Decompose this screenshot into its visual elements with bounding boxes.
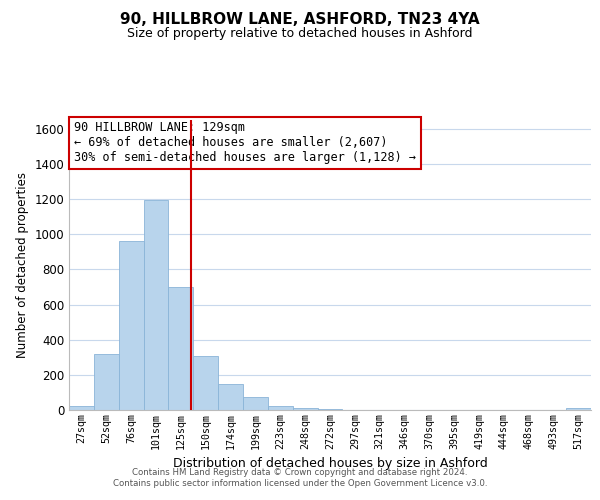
Bar bbox=[218, 384, 243, 410]
Bar bbox=[143, 200, 169, 410]
Text: 90 HILLBROW LANE: 129sqm
← 69% of detached houses are smaller (2,607)
30% of sem: 90 HILLBROW LANE: 129sqm ← 69% of detach… bbox=[74, 122, 416, 164]
Y-axis label: Number of detached properties: Number of detached properties bbox=[16, 172, 29, 358]
Bar bbox=[293, 408, 317, 410]
Text: 90, HILLBROW LANE, ASHFORD, TN23 4YA: 90, HILLBROW LANE, ASHFORD, TN23 4YA bbox=[120, 12, 480, 28]
Bar bbox=[94, 354, 119, 410]
X-axis label: Distribution of detached houses by size in Ashford: Distribution of detached houses by size … bbox=[173, 457, 487, 470]
Bar bbox=[268, 406, 293, 410]
Text: Size of property relative to detached houses in Ashford: Size of property relative to detached ho… bbox=[127, 28, 473, 40]
Text: Contains HM Land Registry data © Crown copyright and database right 2024.
Contai: Contains HM Land Registry data © Crown c… bbox=[113, 468, 487, 487]
Bar bbox=[119, 242, 143, 410]
Bar bbox=[69, 406, 94, 410]
Bar bbox=[566, 408, 591, 410]
Bar bbox=[169, 287, 193, 410]
Bar bbox=[243, 397, 268, 410]
Bar bbox=[317, 409, 343, 410]
Bar bbox=[193, 356, 218, 410]
